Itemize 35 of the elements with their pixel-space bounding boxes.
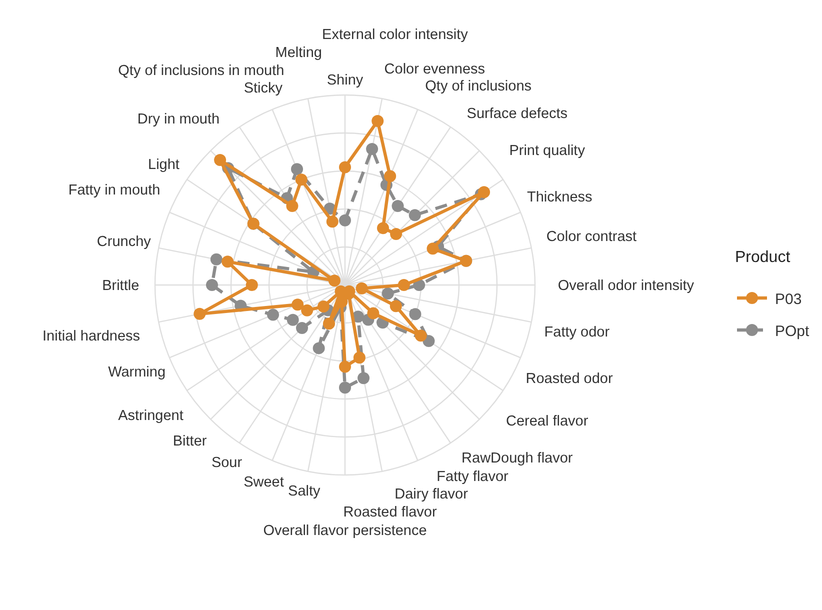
spoke-label: Thickness [526, 189, 592, 206]
spoke-label: Warming [108, 364, 166, 380]
spoke-label: Melting [275, 45, 322, 62]
spoke-label: Qty of inclusions in mouth [118, 62, 284, 79]
legend-title: Product [735, 249, 791, 266]
spoke-label: Sweet [244, 474, 284, 490]
spoke-label: Color contrast [546, 229, 637, 246]
spoke-label: External color intensity [322, 26, 469, 43]
spoke-label: Dry in mouth [137, 112, 220, 128]
spoke-label: Bitter [172, 433, 207, 450]
spoke-label: Print quality [509, 143, 586, 160]
spoke-label: Fatty flavor [436, 469, 509, 486]
spoke-label: Qty of inclusions [425, 78, 532, 95]
spoke-label: Crunchy [96, 234, 152, 250]
spoke-label: Cereal flavor [506, 413, 588, 430]
spoke-label: Initial hardness [42, 328, 140, 345]
spoke-label: Color evenness [384, 62, 486, 78]
spoke-label: Surface defects [466, 106, 568, 122]
spoke-label: Overall odor intensity [558, 278, 695, 294]
spoke-label: Roasted odor [526, 371, 613, 388]
spoke-label: Astringent [118, 408, 184, 424]
legend-label: POpt [775, 323, 810, 340]
spoke-label: Fatty in mouth [68, 182, 160, 199]
spoke-label: Fatty odor [544, 324, 610, 340]
spoke-label: Sour [211, 455, 242, 472]
spoke-label: Shiny [326, 72, 364, 88]
spoke-label: Brittle [102, 278, 140, 294]
spoke-label: Salty [288, 483, 322, 500]
spoke-label: Roasted flavor [343, 504, 437, 521]
spoke-label: Sticky [244, 80, 284, 97]
spoke-label: Light [148, 157, 180, 174]
spoke-label: Dairy flavor [394, 486, 468, 503]
spoke-label: Overall flavor persistence [263, 522, 427, 539]
spoke-label: RawDough flavor [462, 450, 573, 466]
legend-label: P03 [775, 291, 802, 308]
